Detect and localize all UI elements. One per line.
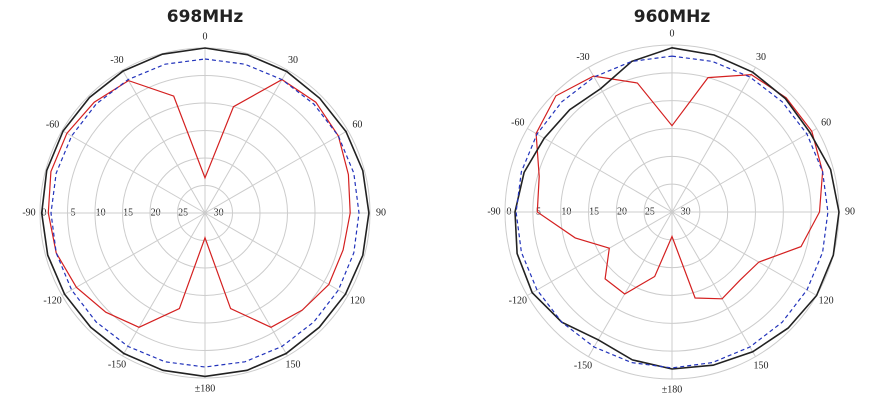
grid-spoke	[527, 128, 673, 213]
theta-tick-label: ±180	[195, 383, 216, 394]
theta-tick-label: 30	[756, 52, 766, 63]
theta-tick-label: -60	[511, 117, 524, 128]
pattern-line	[47, 78, 351, 328]
grid-spoke	[527, 211, 673, 296]
grid-spoke	[671, 128, 817, 213]
pattern-line	[514, 46, 840, 370]
grid-spoke	[204, 212, 349, 296]
grid-spoke	[588, 67, 673, 213]
pattern-line	[515, 55, 829, 369]
theta-tick-label: 150	[286, 360, 301, 371]
theta-tick-label: 60	[821, 117, 831, 128]
grid-spoke	[671, 211, 817, 296]
theta-tick-label: -90	[487, 206, 500, 217]
grid-spoke	[61, 130, 206, 214]
theta-tick-label: -150	[108, 360, 126, 371]
theta-tick-label: 150	[754, 360, 769, 371]
grid-spoke	[588, 211, 673, 357]
theta-tick-label: -60	[46, 119, 59, 130]
theta-tick-label: -120	[43, 295, 61, 306]
theta-tick-label: 30	[288, 55, 298, 66]
chart-title: 698MHz	[167, 7, 244, 27]
grid-spoke	[122, 212, 206, 357]
grid-spoke	[671, 67, 756, 213]
theta-tick-label: 60	[352, 119, 362, 130]
grid-spoke	[122, 69, 206, 214]
pattern-line	[40, 47, 370, 378]
grid-spoke	[61, 212, 206, 296]
theta-tick-label: -30	[110, 55, 123, 66]
theta-tick-label: ±180	[662, 384, 683, 395]
grid-spoke	[204, 69, 288, 214]
theta-tick-label: 0	[203, 31, 208, 42]
theta-tick-label: -30	[576, 52, 589, 63]
pattern-line	[535, 73, 824, 300]
grid-spoke	[671, 211, 756, 357]
grid-spoke	[204, 130, 349, 214]
theta-tick-label: -90	[22, 207, 35, 218]
theta-tick-label: 0	[670, 28, 675, 39]
theta-tick-label: -150	[574, 360, 592, 371]
theta-tick-label: 120	[819, 295, 834, 306]
chart-title: 960MHz	[634, 7, 711, 27]
theta-tick-label: 90	[376, 207, 386, 218]
theta-tick-label: 90	[845, 206, 855, 217]
theta-tick-label: -120	[509, 295, 527, 306]
grid-spoke	[204, 212, 288, 357]
theta-tick-label: 120	[350, 295, 365, 306]
